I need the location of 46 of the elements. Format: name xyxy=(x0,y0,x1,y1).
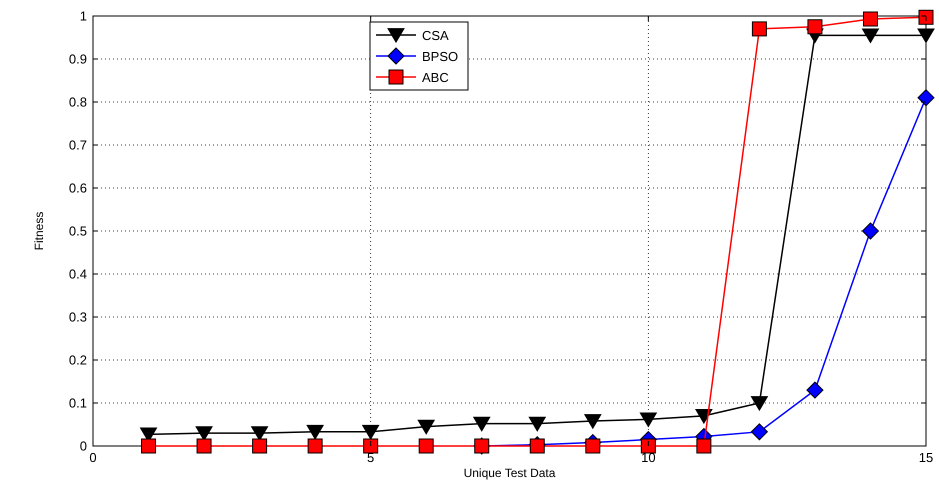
point xyxy=(640,412,657,428)
point xyxy=(585,438,600,454)
point xyxy=(750,396,768,411)
y-tick-label: 0.4 xyxy=(68,266,87,282)
legend-label: BPSO xyxy=(422,49,458,64)
point xyxy=(918,28,934,44)
point xyxy=(418,438,434,454)
point xyxy=(530,438,545,454)
x-axis-title: Unique Test Data xyxy=(464,466,556,480)
point xyxy=(196,438,212,454)
x-tick-label: 15 xyxy=(918,450,934,465)
point xyxy=(363,438,378,454)
point xyxy=(252,438,268,454)
point xyxy=(918,10,934,25)
point xyxy=(418,420,435,434)
legend-label: ABC xyxy=(422,70,449,85)
point xyxy=(696,438,712,454)
y-tick-label: 0.7 xyxy=(68,138,87,152)
point xyxy=(862,222,879,240)
point xyxy=(362,424,380,440)
point xyxy=(750,423,768,440)
point xyxy=(528,416,546,432)
y-tick-label: 0.9 xyxy=(68,52,87,66)
x-tick-label: 0 xyxy=(89,450,97,465)
legend-label: CSA xyxy=(422,28,450,43)
y-tick-label: 0.3 xyxy=(68,310,87,324)
point xyxy=(584,414,602,429)
point xyxy=(473,416,490,432)
point xyxy=(308,438,323,454)
point xyxy=(141,438,156,454)
point xyxy=(862,28,879,44)
y-tick-label: 0.8 xyxy=(68,94,87,110)
y-tick-label: 0.6 xyxy=(68,180,87,196)
y-tick-label: 0.5 xyxy=(68,224,87,238)
point xyxy=(752,21,767,36)
point xyxy=(806,382,824,399)
point xyxy=(862,12,878,27)
y-axis-title: Fitness xyxy=(32,212,46,250)
y-tick-label: 1 xyxy=(80,8,87,24)
point xyxy=(640,438,656,454)
y-tick-label: 0.2 xyxy=(68,352,87,368)
y-tick-label: 0.1 xyxy=(68,396,87,410)
y-tick-label: 0 xyxy=(80,438,87,454)
point xyxy=(807,19,822,34)
point xyxy=(918,89,934,106)
point xyxy=(306,424,324,440)
